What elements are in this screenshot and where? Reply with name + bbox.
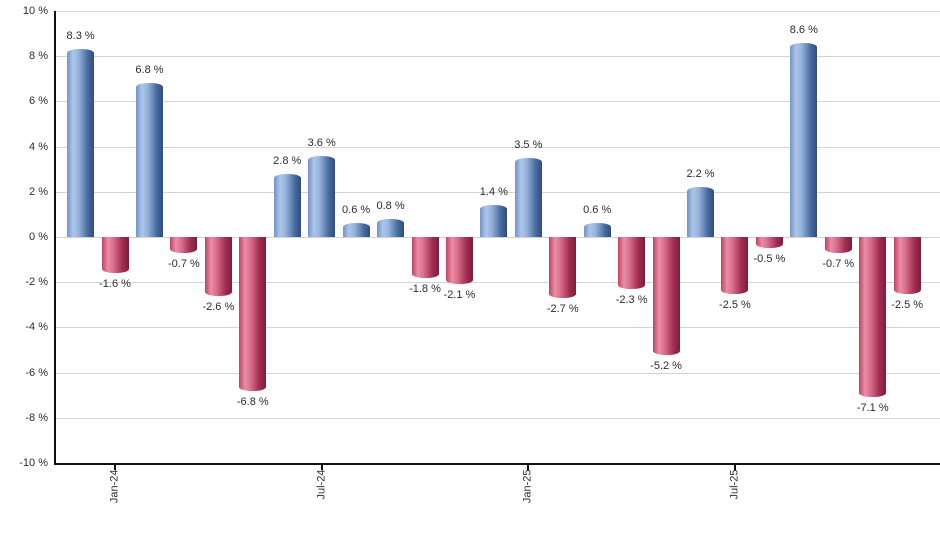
y-tick-label-2%: 2 % bbox=[29, 185, 48, 198]
x-tick-label-Jul-24: Jul-24 bbox=[315, 469, 328, 500]
bar-Jan-24 bbox=[101, 237, 129, 274]
bar-value-label-Oct-25: -0.7 % bbox=[822, 257, 855, 270]
bar-Dec-23 bbox=[67, 49, 95, 237]
gridline-10pct bbox=[56, 11, 940, 12]
x-tick-label-Jul-25: Jul-25 bbox=[728, 469, 741, 500]
bar-value-label-May-25: -5.2 % bbox=[650, 359, 682, 372]
y-tick-label-6%: 6 % bbox=[29, 95, 48, 108]
bar-value-label-Nov-24: -2.1 % bbox=[443, 289, 476, 302]
gridline-4pct bbox=[56, 146, 940, 148]
bar-value-label-Jul-24: 3.6 % bbox=[307, 136, 336, 149]
bar-value-label-Jun-25: 2.2 % bbox=[686, 168, 715, 181]
bar-value-label-Apr-25: -2.3 % bbox=[615, 293, 648, 306]
y-tick-label-8%: 8 % bbox=[29, 50, 48, 63]
bar-value-label-Jun-24: 2.8 % bbox=[273, 154, 302, 167]
y-tick-label--4%: -4 % bbox=[25, 321, 48, 334]
bar-Apr-24 bbox=[204, 237, 232, 296]
bar-value-label-Dec-25: -2.5 % bbox=[891, 298, 924, 311]
y-tick-label--10%: -10 % bbox=[19, 457, 48, 469]
gridline--2pct bbox=[56, 282, 940, 284]
bar-Jul-25 bbox=[721, 237, 749, 294]
bar-value-label-Sep-24: 0.8 % bbox=[376, 199, 405, 212]
x-tick-Jan-25 bbox=[527, 465, 530, 470]
bar-value-label-Aug-24: 0.6 % bbox=[342, 204, 371, 217]
bar-value-label-Jul-25: -2.5 % bbox=[719, 298, 751, 311]
bar-value-label-Sep-25: 8.6 % bbox=[789, 23, 818, 36]
bar-value-label-May-24: -6.8 % bbox=[236, 395, 269, 408]
bar-Nov-24 bbox=[445, 237, 473, 285]
bar-Apr-25 bbox=[618, 237, 646, 289]
bar-value-label-Mar-24: -0.7 % bbox=[168, 257, 200, 270]
bar-Dec-24 bbox=[480, 205, 508, 237]
bar-Nov-25 bbox=[859, 237, 887, 398]
bar-Oct-25 bbox=[824, 237, 852, 253]
y-axis-line bbox=[54, 11, 56, 465]
bar-value-label-Mar-25: 0.6 % bbox=[583, 204, 612, 217]
bar-value-label-Feb-24: 6.8 % bbox=[135, 64, 164, 77]
gridline--6pct bbox=[56, 372, 940, 374]
bar-value-label-Dec-24: 1.4 % bbox=[479, 186, 508, 199]
bar-value-label-Dec-23: 8.3 % bbox=[66, 30, 95, 43]
x-tick-Jan-24 bbox=[114, 465, 117, 470]
gridline--4pct bbox=[56, 327, 940, 329]
bar-value-label-Nov-25: -7.1 % bbox=[856, 402, 889, 415]
x-tick-Jul-24 bbox=[320, 465, 323, 470]
bar-value-label-Aug-25: -0.5 % bbox=[753, 253, 786, 266]
y-tick-label--6%: -6 % bbox=[25, 366, 48, 379]
bar-Aug-25 bbox=[755, 237, 783, 249]
bar-Oct-24 bbox=[411, 237, 439, 278]
bar-May-25 bbox=[652, 237, 680, 355]
bar-value-label-Apr-24: -2.6 % bbox=[202, 300, 235, 313]
x-tick-label-Jan-24: Jan-24 bbox=[108, 469, 121, 504]
bar-value-label-Jan-25: 3.5 % bbox=[514, 138, 543, 151]
x-tick-label-Jan-25: Jan-25 bbox=[521, 469, 534, 504]
bar-Dec-25 bbox=[893, 237, 921, 294]
y-tick-label--2%: -2 % bbox=[25, 276, 48, 289]
y-tick-label-4%: 4 % bbox=[29, 140, 48, 153]
y-tick-label-10%: 10 % bbox=[22, 5, 48, 17]
gridline-6pct bbox=[56, 101, 940, 103]
bar-value-label-Oct-24: -1.8 % bbox=[409, 282, 441, 295]
gridline-8pct bbox=[56, 56, 940, 58]
y-tick-label-0%: 0 % bbox=[29, 231, 48, 243]
y-tick-label--8%: -8 % bbox=[25, 411, 48, 424]
bar-Jun-24 bbox=[273, 173, 301, 237]
x-tick-Jul-25 bbox=[733, 465, 736, 470]
x-axis-line bbox=[54, 463, 940, 465]
bar-Feb-25 bbox=[549, 237, 577, 299]
bar-Feb-24 bbox=[135, 83, 163, 237]
bar-May-24 bbox=[239, 237, 267, 391]
bar-Sep-24 bbox=[377, 218, 405, 237]
bar-Jan-25 bbox=[514, 157, 542, 237]
gridline--8pct bbox=[56, 417, 940, 419]
bar-Jun-25 bbox=[687, 187, 715, 237]
gridline-0pct bbox=[56, 237, 940, 238]
gridline-2pct bbox=[56, 191, 940, 193]
bar-Sep-25 bbox=[790, 42, 818, 237]
bar-Jul-24 bbox=[308, 155, 336, 237]
bar-Mar-25 bbox=[583, 223, 611, 237]
bar-value-label-Jan-24: -1.6 % bbox=[99, 278, 131, 291]
bar-value-label-Feb-25: -2.7 % bbox=[546, 303, 579, 316]
bar-Mar-24 bbox=[170, 237, 198, 253]
bar-Aug-24 bbox=[342, 223, 370, 237]
